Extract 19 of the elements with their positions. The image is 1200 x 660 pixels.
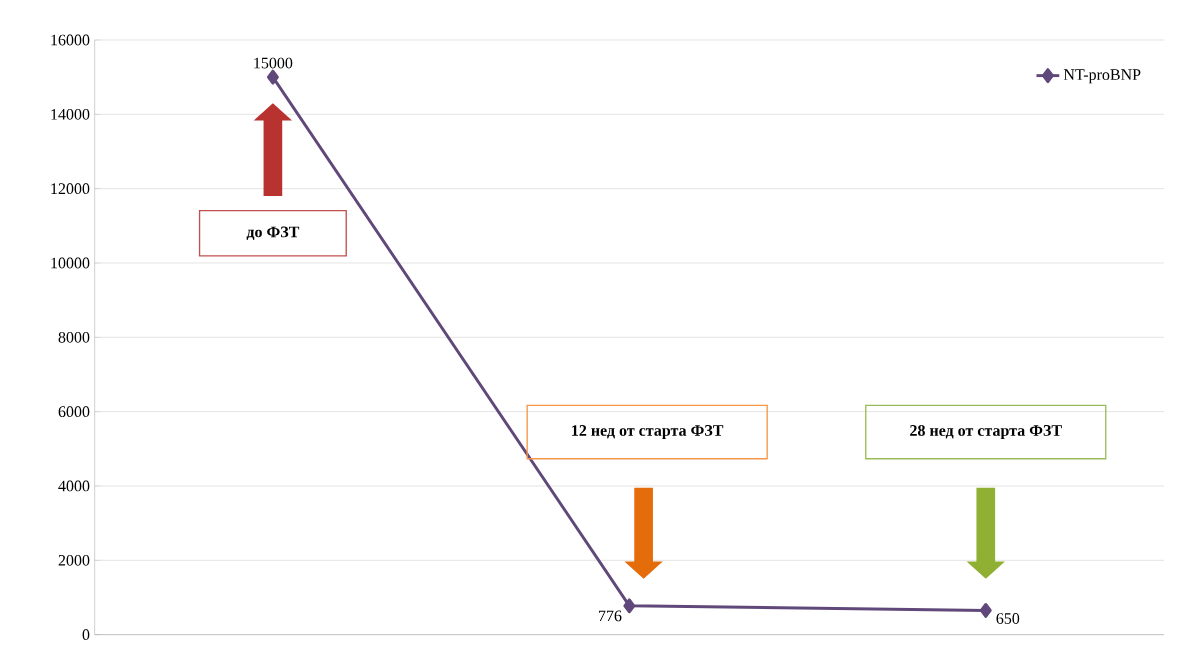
annotation: до ФЗТ <box>246 226 300 240</box>
y-tick-label: 10000 <box>51 257 90 269</box>
point <box>979 603 992 618</box>
y-tick-label: 6000 <box>58 406 90 418</box>
data-label: 776 <box>599 610 622 622</box>
y-tick-label: 16000 <box>51 34 90 46</box>
annotation: 12 нед от старта ФЗТ <box>572 425 724 440</box>
y-tick-label: 8000 <box>58 331 90 343</box>
y-tick-label: 12000 <box>51 183 90 195</box>
data-label: 15000 <box>254 57 293 69</box>
y-tick-label: 2000 <box>58 554 90 566</box>
y-tick-label: 14000 <box>51 108 90 120</box>
point <box>266 69 279 85</box>
legend-label: NT-proBNP <box>1063 69 1141 84</box>
y-tick-label: 4000 <box>58 480 90 492</box>
data-label: 650 <box>996 613 1020 624</box>
annotation: 28 нед от старта ФЗТ <box>910 425 1062 440</box>
point <box>623 598 636 614</box>
y-tick-label: 0 <box>82 629 90 641</box>
